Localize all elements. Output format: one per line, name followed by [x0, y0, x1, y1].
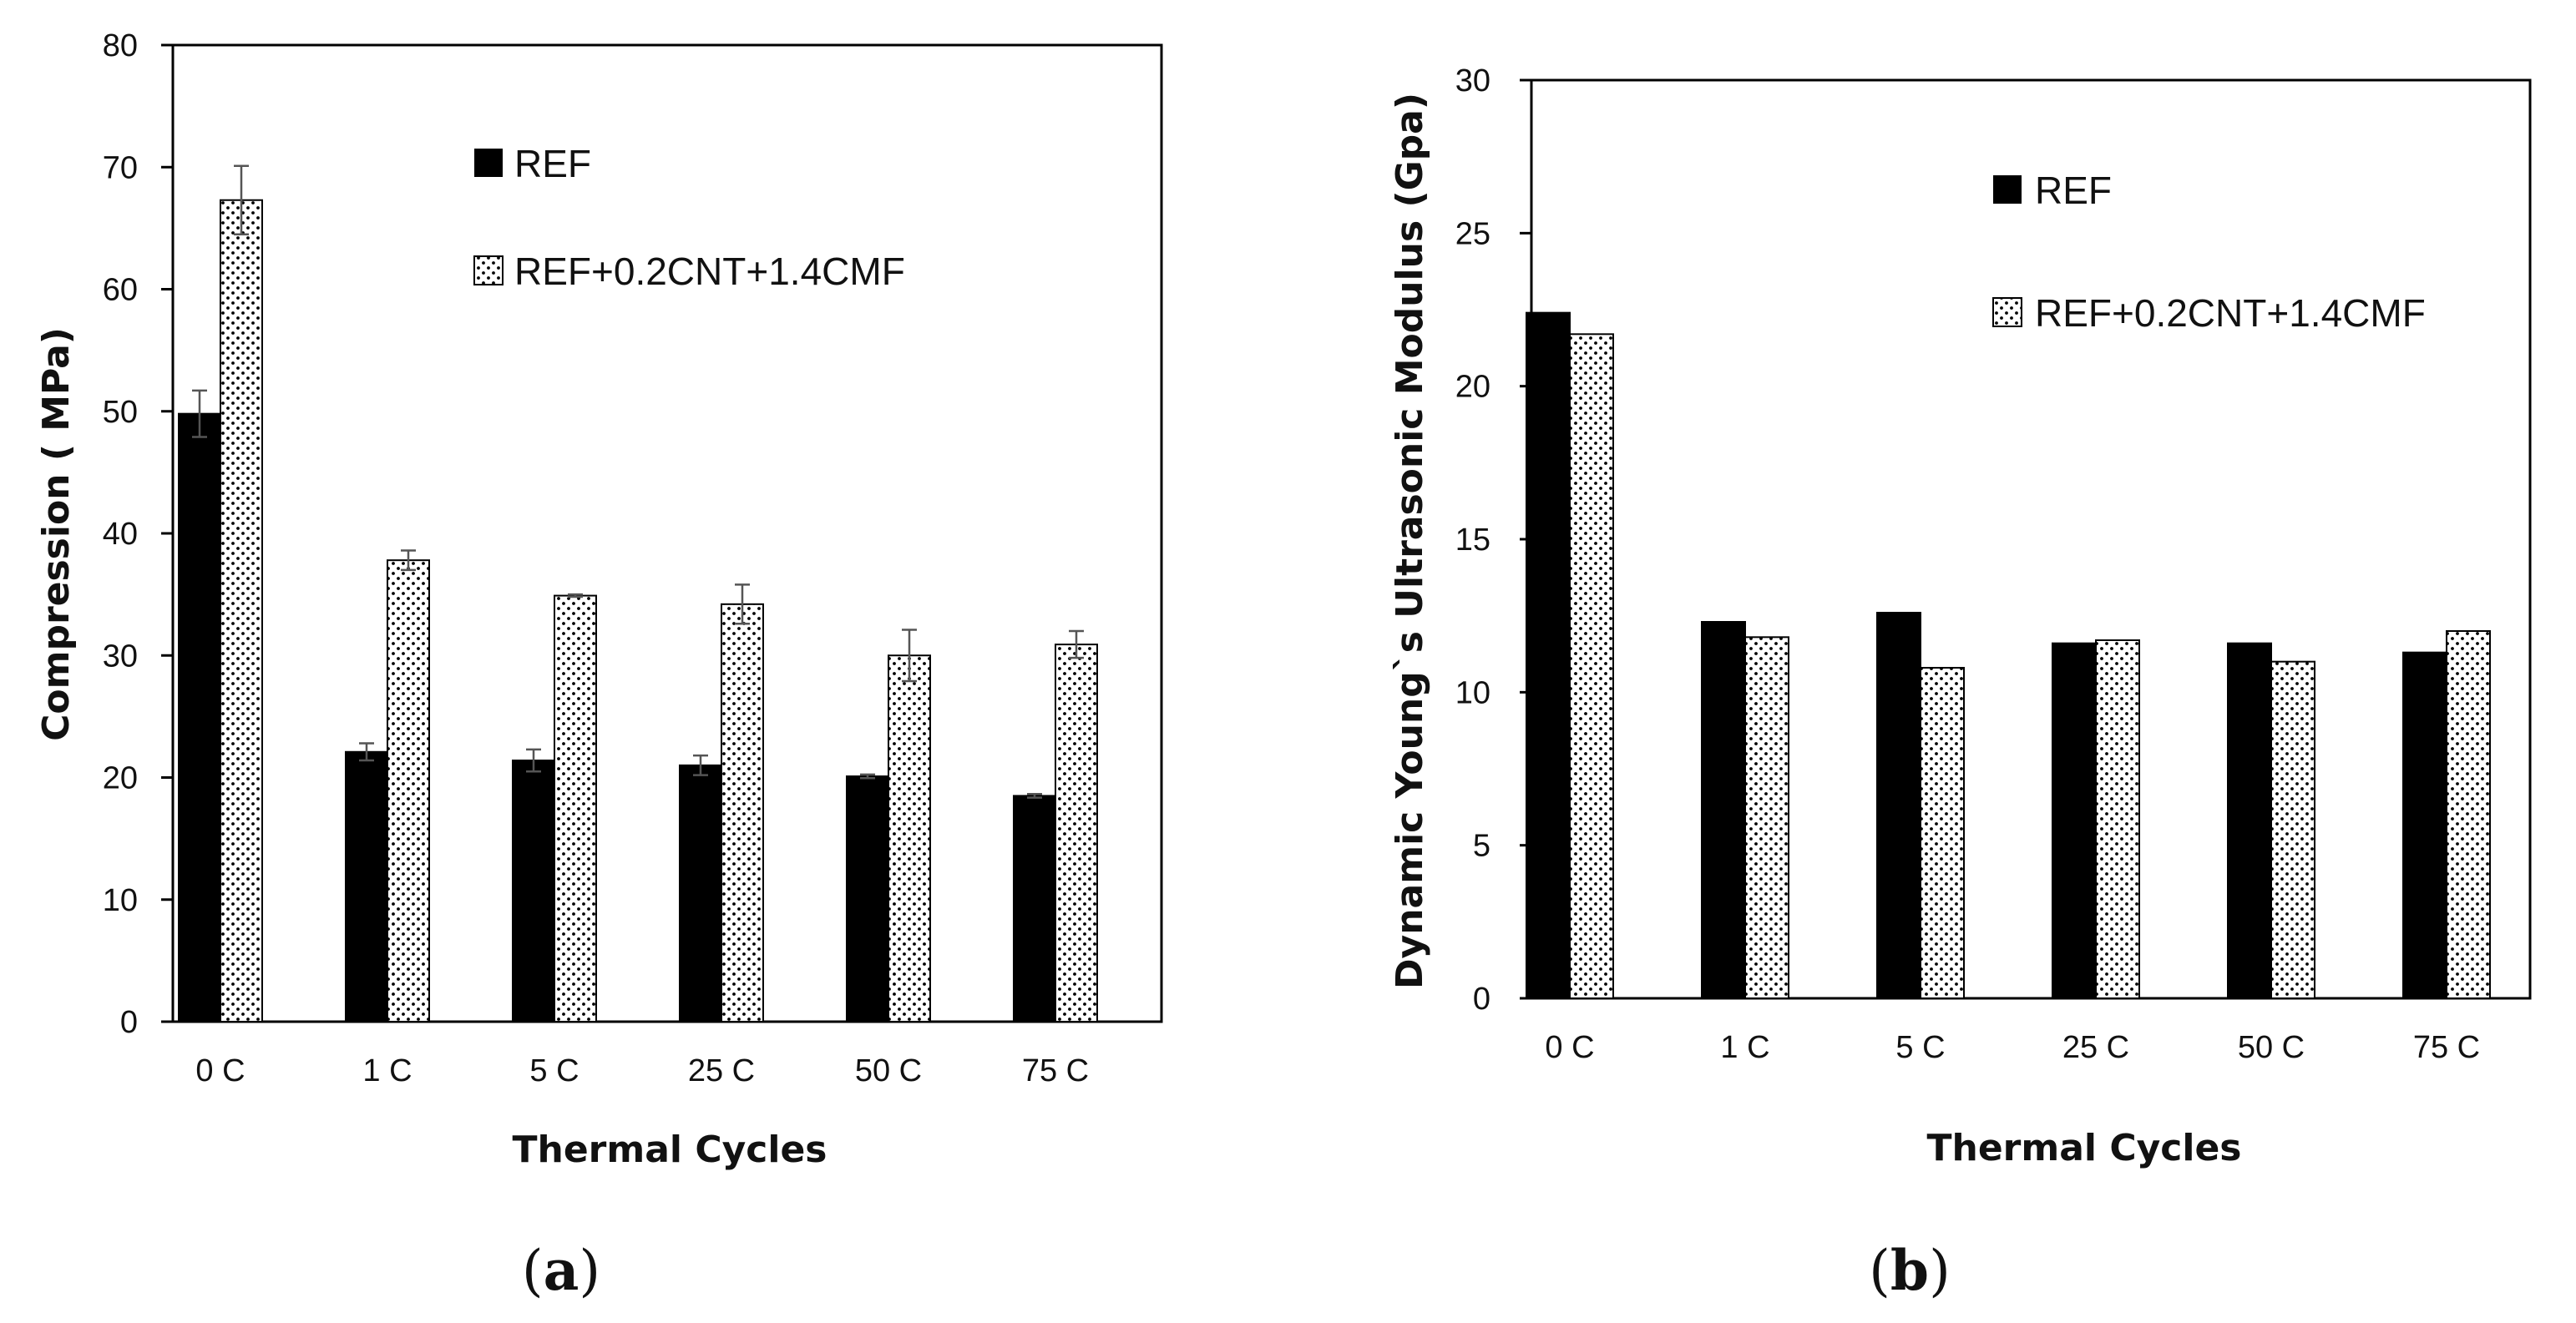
chart-a-y-ticks: 0 10 20 30 40 50 60 70 80 [103, 28, 173, 1040]
chart-b-y-ticks: 0 5 10 15 20 25 30 [1455, 63, 1531, 1017]
error-bar [693, 754, 708, 776]
chart-b-y-axis-label: Dynamic Young`s Ultrasonic Modulus (Gpa) [1389, 93, 1431, 989]
chart-b-legend-swatch-ref [1993, 175, 2022, 204]
bar-ref-25c [679, 764, 722, 1023]
bar-ref-5c [512, 760, 555, 1023]
y-tick-label: 25 [1455, 216, 1490, 251]
x-tick-label: 1 C [362, 1053, 412, 1088]
bar-ref-0c [1526, 311, 1571, 999]
bar-ref-75c [1013, 795, 1056, 1023]
bar-ref-75c [2402, 651, 2447, 1000]
bar-ref-cnt-cmf-25c [721, 603, 764, 1023]
y-tick-label: 60 [103, 273, 138, 308]
x-tick-label: 0 C [195, 1053, 245, 1088]
bar-ref-1c [1701, 621, 1746, 999]
chart-a-legend-label-ref: REF [514, 142, 591, 185]
bar-ref-cnt-cmf-50c [2270, 660, 2315, 1000]
bar-ref-cnt-cmf-25c [2095, 639, 2140, 999]
bar-ref-cnt-cmf-0c [220, 199, 263, 1023]
error-bar [902, 629, 917, 683]
chart-b-legend: REF REF+0.2CNT+1.4CMF [1992, 169, 2426, 335]
x-tick-label: 5 C [529, 1053, 579, 1088]
error-bar [234, 164, 249, 235]
x-tick-label: 75 C [1022, 1053, 1089, 1088]
bar-ref-cnt-cmf-75c [2446, 630, 2491, 999]
x-tick-label: 50 C [2238, 1030, 2305, 1065]
x-tick-label: 75 C [2413, 1030, 2480, 1065]
y-tick-label: 30 [1455, 63, 1490, 98]
bar-ref-50c [846, 775, 889, 1023]
chart-a-x-ticks: 0 C 1 C 5 C 25 C 50 C 75 C [195, 1053, 1089, 1088]
chart-b-legend-swatch-cnt [1992, 297, 2022, 327]
bar-ref-cnt-cmf-5c [554, 594, 597, 1023]
bar-ref-cnt-cmf-1c [1744, 636, 1789, 999]
x-tick-label: 50 C [855, 1053, 922, 1088]
y-tick-label: 10 [103, 883, 138, 918]
error-bar [1069, 629, 1084, 659]
y-tick-label: 80 [103, 28, 138, 63]
y-tick-label: 50 [103, 395, 138, 430]
chart-a-legend: REF REF+0.2CNT+1.4CMF [473, 142, 905, 293]
x-tick-label: 0 C [1545, 1030, 1594, 1065]
y-tick-label: 5 [1473, 829, 1490, 864]
x-tick-label: 5 C [1895, 1030, 1945, 1065]
x-tick-label: 1 C [1720, 1030, 1769, 1065]
bar-ref-1c [345, 750, 388, 1023]
bar-ref-cnt-cmf-1c [387, 559, 430, 1023]
y-tick-label: 0 [120, 1005, 138, 1040]
error-bar [1027, 792, 1042, 799]
chart-b-x-ticks: 0 C 1 C 5 C 25 C 50 C 75 C [1545, 1030, 2480, 1065]
y-tick-label: 0 [1473, 982, 1490, 1017]
y-tick-label: 30 [103, 639, 138, 674]
x-tick-label: 25 C [688, 1053, 755, 1088]
bar-ref-cnt-cmf-5c [1920, 667, 1965, 999]
error-bar [735, 583, 750, 625]
bar-ref-cnt-cmf-50c [888, 654, 931, 1023]
y-tick-label: 10 [1455, 675, 1490, 710]
bar-ref-cnt-cmf-75c [1055, 644, 1098, 1023]
chart-b-legend-label-ref: REF [2035, 169, 2112, 212]
y-tick-label: 70 [103, 150, 138, 185]
chart-b-legend-label-cnt: REF+0.2CNT+1.4CMF [2035, 291, 2426, 335]
chart-b: 0 5 10 15 20 25 30 0 C 1 C 5 C 25 C 50 C 75 C Therm… [1389, 63, 2532, 1303]
y-tick-label: 40 [103, 517, 138, 552]
x-tick-label: 25 C [2062, 1030, 2129, 1065]
chart-a-legend-label-cnt: REF+0.2CNT+1.4CMF [514, 250, 905, 293]
bar-ref-0c [178, 412, 221, 1023]
chart-b-x-axis-label: Thermal Cycles [1927, 1127, 2242, 1169]
y-tick-label: 20 [103, 761, 138, 796]
y-tick-label: 15 [1455, 523, 1490, 558]
chart-b-plot-frame [1530, 78, 2532, 1000]
chart-a-y-axis-label: Compression ( MPa) [35, 327, 78, 741]
chart-b-panel-label: (b) [1869, 1238, 1951, 1303]
chart-a-legend-swatch-cnt [473, 255, 504, 285]
bar-ref-25c [2052, 642, 2097, 1000]
error-bar [359, 742, 374, 762]
chart-a-panel-label: (a) [522, 1238, 600, 1303]
error-bar [860, 773, 875, 780]
chart-a-legend-swatch-ref [474, 149, 503, 177]
bar-ref-5c [1876, 612, 1921, 999]
chart-a-x-axis-label: Thermal Cycles [513, 1129, 827, 1171]
y-tick-label: 20 [1455, 370, 1490, 405]
bar-ref-50c [2227, 642, 2272, 1000]
chart-a-bars [178, 164, 1098, 1023]
error-bar [526, 748, 541, 773]
bar-ref-cnt-cmf-0c [1569, 333, 1614, 1000]
error-bar [568, 593, 583, 598]
chart-b-bars [1526, 311, 2491, 1000]
error-bar [401, 549, 416, 572]
error-bar [192, 389, 207, 438]
